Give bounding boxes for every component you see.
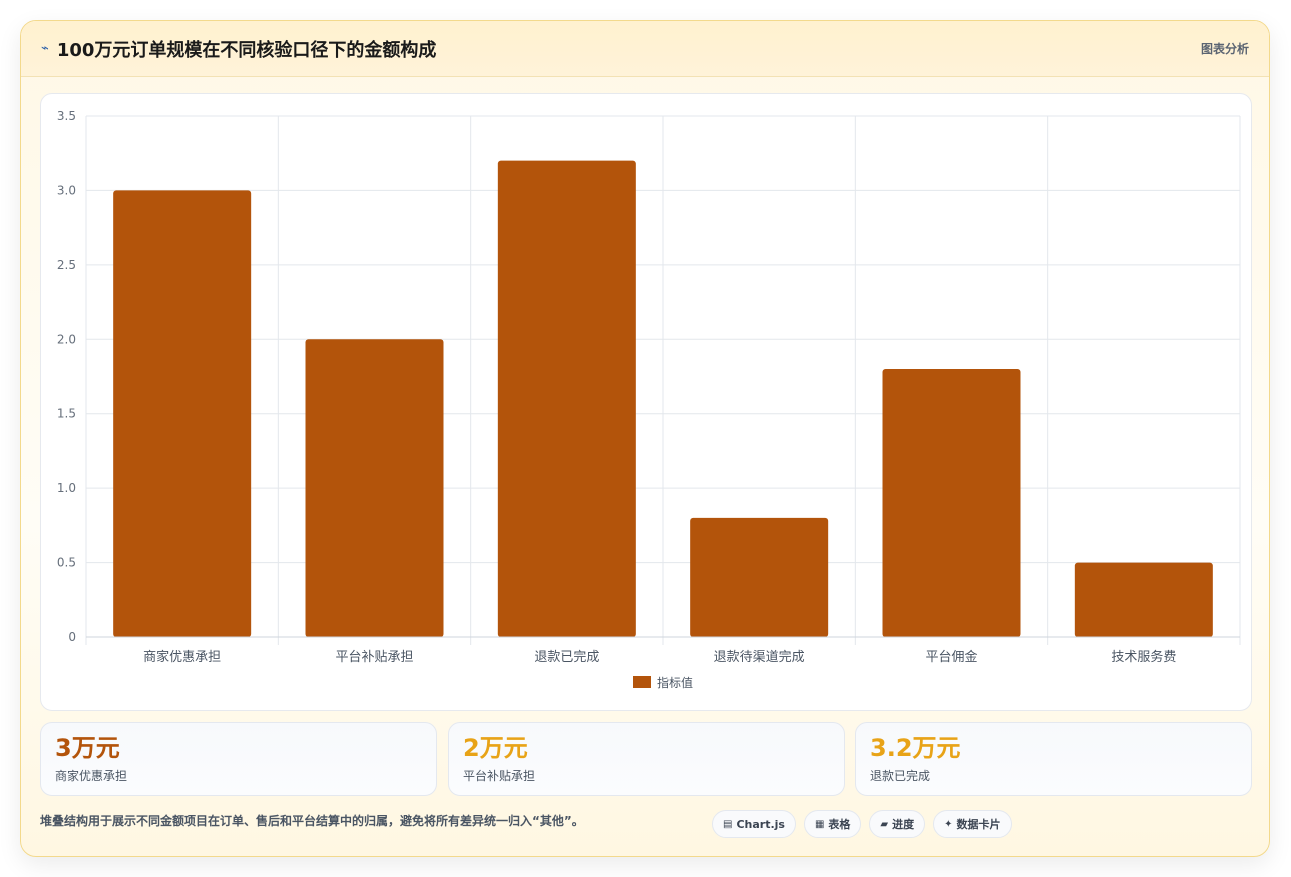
- y-tick-label: 2.5: [57, 258, 76, 272]
- y-tick-label: 1.0: [57, 481, 76, 495]
- bar: [305, 339, 444, 637]
- legend-label: 指标值: [657, 675, 693, 690]
- bar-chart: 0 0.5 1.0 1.5 2.0 2.5 3.0 3.5 商家优惠承担 平台补贴承担 退款已完成 退…: [57, 109, 1241, 690]
- x-tick-label: 平台佣金: [925, 649, 977, 665]
- pill-label: 进度: [892, 818, 915, 831]
- bar: [113, 190, 252, 637]
- y-tick-label: 1.5: [57, 407, 76, 421]
- y-tick-label: 0.5: [57, 556, 76, 570]
- chart-panel: 0 0.5 1.0 1.5 2.0 2.5 3.0 3.5 商家优惠承担 平台补贴承担 退款已完成 退…: [40, 93, 1252, 711]
- bar: [690, 517, 829, 637]
- chart-analysis-label: 图表分析: [1200, 42, 1249, 56]
- tag-pills: ▤ Chart.js ▦ 表格 ▰ 进度 ✦ 数据卡片: [712, 810, 1012, 838]
- x-tick-label: 技术服务费: [1111, 649, 1176, 665]
- chart-card: ⌁ 100万元订单规模在不同核验口径下的金额构成 图表分析 0 0.5 1.0 1.5…: [20, 20, 1270, 857]
- pill-label: Chart.js: [736, 817, 785, 831]
- pill-label: 数据卡片: [956, 818, 1001, 831]
- pill-data-cards[interactable]: ✦ 数据卡片: [933, 810, 1012, 838]
- pill-progress[interactable]: ▰ 进度: [869, 810, 926, 838]
- footer-note: 堆叠结构用于展示不同金额项目在订单、售后和平台结算中的归属，避免将所有差异统一归…: [40, 814, 584, 828]
- sparkle-icon: ✦: [944, 818, 953, 830]
- kpi-label: 平台补贴承担: [463, 769, 536, 783]
- legend-swatch: [633, 676, 651, 688]
- bar: [882, 369, 1021, 637]
- bar: [1074, 562, 1213, 637]
- chart-icon: ▤: [723, 818, 733, 830]
- bar: [497, 160, 636, 637]
- x-tick-label: 商家优惠承担: [143, 649, 221, 665]
- progress-icon: ▰: [880, 818, 889, 830]
- card-footer: 堆叠结构用于展示不同金额项目在订单、售后和平台结算中的归属，避免将所有差异统一归…: [40, 808, 1252, 844]
- y-tick-label: 3.5: [57, 109, 76, 123]
- kpi-card: 3.2万元 退款已完成: [855, 722, 1252, 796]
- pill-chartjs[interactable]: ▤ Chart.js: [712, 810, 796, 838]
- kpi-value: 3.2万元: [870, 734, 961, 762]
- table-icon: ▦: [814, 818, 825, 830]
- x-tick-label: 平台补贴承担: [335, 650, 413, 665]
- kpi-label: 退款已完成: [870, 769, 931, 783]
- kpi-row: 3万元 商家优惠承担 2万元 平台补贴承担 3.2万元 退款已完成: [40, 722, 1252, 796]
- kpi-card: 2万元 平台补贴承担: [448, 722, 845, 796]
- y-tick-label: 2.0: [57, 332, 76, 346]
- card-header: ⌁ 100万元订单规模在不同核验口径下的金额构成 图表分析: [21, 21, 1269, 77]
- kpi-value: 3万元: [55, 734, 120, 762]
- kpi-label: 商家优惠承担: [55, 769, 128, 783]
- y-tick-label: 3.0: [57, 183, 76, 197]
- kpi-value: 2万元: [463, 734, 528, 762]
- page-title: 100万元订单规模在不同核验口径下的金额构成: [56, 39, 437, 61]
- chart-line-icon: ⌁: [41, 41, 49, 56]
- x-tick-label: 退款已完成: [534, 650, 599, 665]
- x-tick-label: 退款待渠道完成: [714, 650, 805, 665]
- pill-table[interactable]: ▦ 表格: [803, 810, 862, 838]
- kpi-card: 3万元 商家优惠承担: [40, 722, 437, 796]
- y-tick-label: 0: [68, 630, 76, 644]
- pill-label: 表格: [828, 818, 851, 831]
